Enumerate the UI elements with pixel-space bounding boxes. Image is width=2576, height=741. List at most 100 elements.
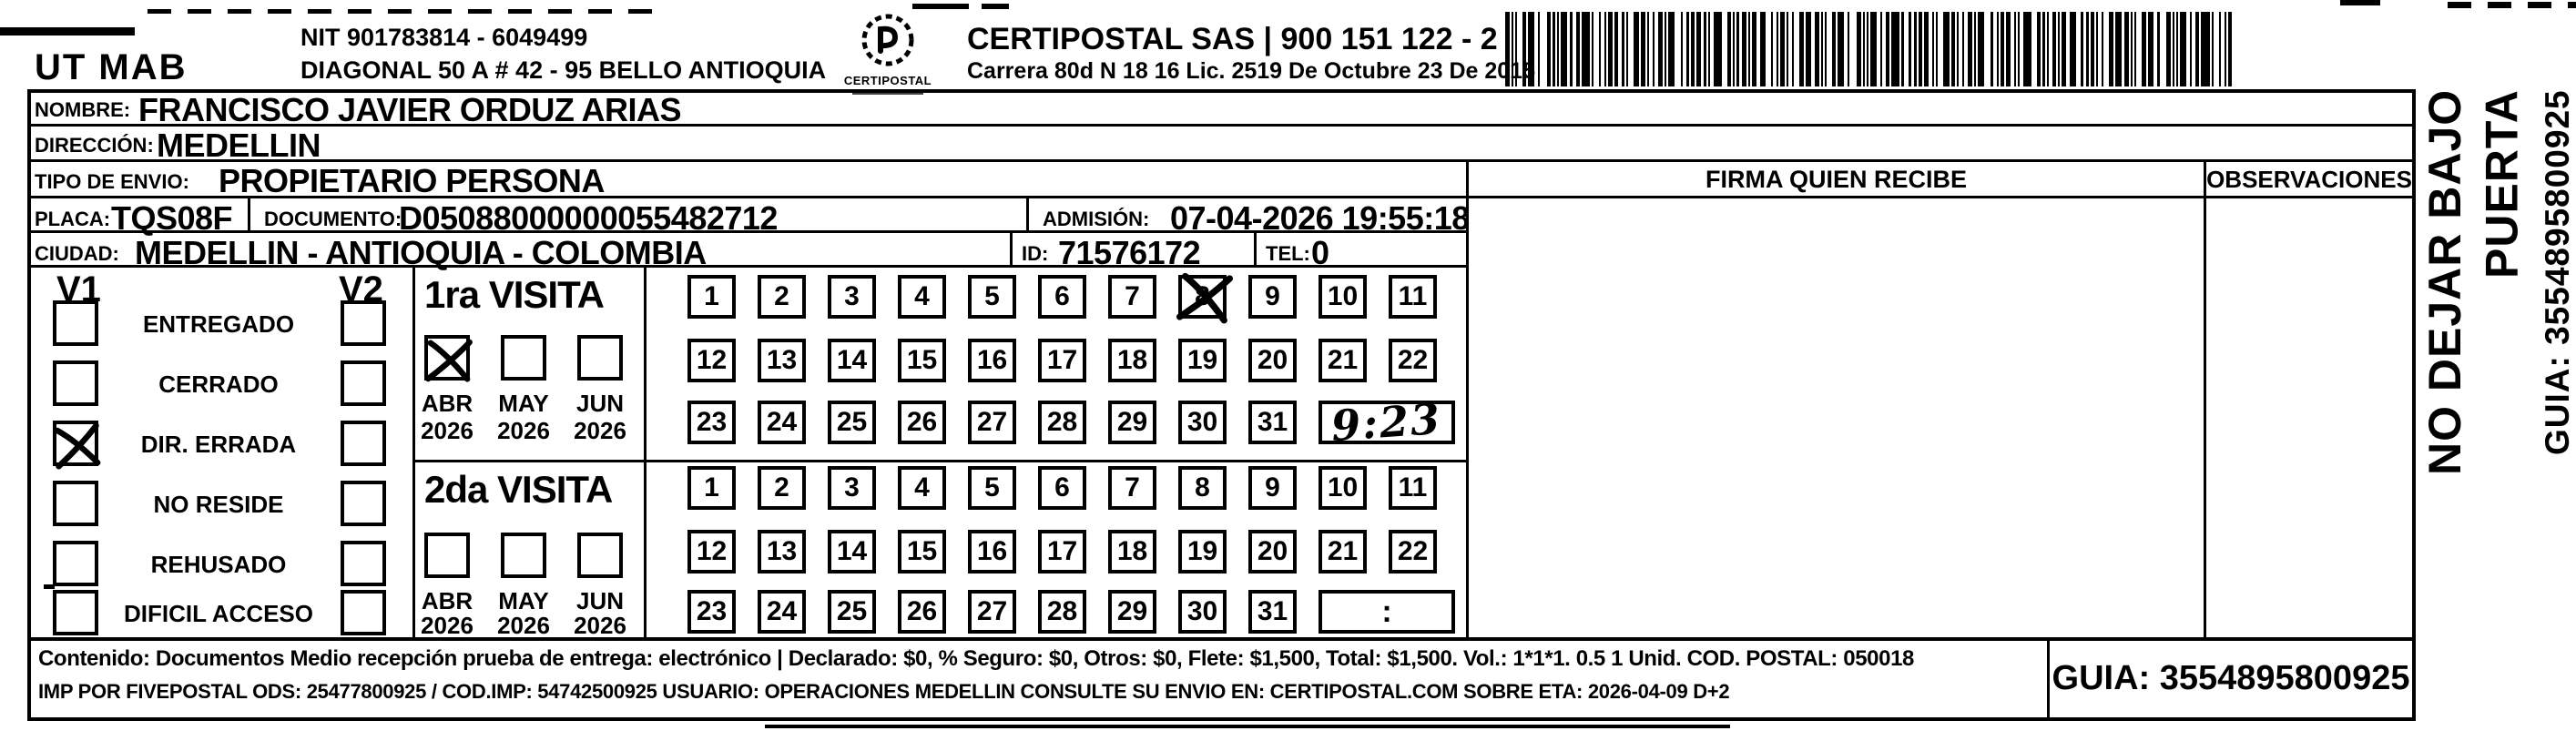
visit-2-day-cell-15[interactable]: 15 xyxy=(898,530,946,574)
visit-1-day-cell-17[interactable]: 17 xyxy=(1038,339,1086,382)
visit-1-day-cell-28[interactable]: 28 xyxy=(1038,401,1086,444)
status-label-cerrado: CERRADO xyxy=(158,370,279,398)
visit-1-day-cell-8[interactable]: 8 xyxy=(1176,272,1234,324)
visit-2-day-cell-2[interactable]: 2 xyxy=(758,466,806,510)
barcode-bar xyxy=(1726,12,1732,86)
visit-2-day-cell-26[interactable]: 26 xyxy=(898,590,946,634)
visit-2-day-cell-18[interactable]: 18 xyxy=(1108,530,1156,574)
visit-2-day-cell-17[interactable]: 17 xyxy=(1038,530,1086,574)
barcode-bar xyxy=(1614,12,1619,86)
barcode-bar xyxy=(2175,12,2179,86)
visit-2-day-cell-6[interactable]: 6 xyxy=(1038,466,1086,510)
visit-2-day-cell-8[interactable]: 8 xyxy=(1178,466,1227,510)
firma-signature-area[interactable] xyxy=(1469,198,2204,637)
visit-1-day-cell-29[interactable]: 29 xyxy=(1108,401,1156,444)
visit-1-month-label: ABR xyxy=(421,390,473,417)
visit-2-day-cell-29[interactable]: 29 xyxy=(1108,590,1156,634)
visit-2-day-cell-5[interactable]: 5 xyxy=(968,466,1016,510)
visit-1-day-cell-27[interactable]: 27 xyxy=(968,401,1016,444)
visit-2-day-cell-12[interactable]: 12 xyxy=(687,530,736,574)
visit-1-day-cell-3[interactable]: 3 xyxy=(828,275,876,319)
visit-1-day-cell-4[interactable]: 4 xyxy=(898,275,946,319)
visit-2-day-cell-14[interactable]: 14 xyxy=(828,530,876,574)
barcode-bar xyxy=(1879,12,1882,86)
barcode-bar xyxy=(1696,12,1701,86)
barcode-bar xyxy=(1799,12,1804,86)
visit-2-day-cell-13[interactable]: 13 xyxy=(758,530,806,574)
visit-1-day-cell-9[interactable]: 9 xyxy=(1248,275,1297,319)
visit-2-day-cell-28[interactable]: 28 xyxy=(1038,590,1086,634)
v1-checkbox-entregado[interactable] xyxy=(53,300,98,346)
visit-2-day-cell-3[interactable]: 3 xyxy=(828,466,876,510)
visit-1-day-cell-20[interactable]: 20 xyxy=(1248,339,1297,382)
visit-2-month-checkbox-abr[interactable] xyxy=(424,533,470,578)
visit-1-month-checkbox-jun[interactable] xyxy=(577,335,623,381)
visit-2-day-cell-11[interactable]: 11 xyxy=(1389,466,1437,510)
visit-2-day-cell-31[interactable]: 31 xyxy=(1248,590,1297,634)
visit-1-day-cell-25[interactable]: 25 xyxy=(828,401,876,444)
visit-2-month-checkbox-jun[interactable] xyxy=(577,533,623,578)
visit-2-day-cell-30[interactable]: 30 xyxy=(1178,590,1227,634)
visit-1-day-cell-26[interactable]: 26 xyxy=(898,401,946,444)
visit-2-day-cell-25[interactable]: 25 xyxy=(828,590,876,634)
visit-1-day-cell-21[interactable]: 21 xyxy=(1319,339,1367,382)
v1-checkbox-dir-errada[interactable] xyxy=(53,421,101,470)
visit-1-day-cell-31[interactable]: 31 xyxy=(1248,401,1297,444)
visit-2-day-cell-23[interactable]: 23 xyxy=(687,590,736,634)
visit-1-day-cell-30[interactable]: 30 xyxy=(1178,401,1227,444)
v2-checkbox-rehusado[interactable] xyxy=(341,541,386,586)
visit-1-day-cell-24[interactable]: 24 xyxy=(758,401,806,444)
visit-1-month-checkbox-abr[interactable] xyxy=(424,335,473,382)
visit-2-day-cell-16[interactable]: 16 xyxy=(968,530,1016,574)
visit-2-day-cell-9[interactable]: 9 xyxy=(1248,466,1297,510)
v1-checkbox-dificil-acceso[interactable] xyxy=(53,590,98,635)
v1-checkbox-cerrado[interactable] xyxy=(53,360,98,406)
divider-line xyxy=(2047,637,2050,721)
visit-2-day-cell-20[interactable]: 20 xyxy=(1248,530,1297,574)
divider-line xyxy=(27,159,2416,162)
visit-1-day-cell-6[interactable]: 6 xyxy=(1038,275,1086,319)
visit-2-day-cell-10[interactable]: 10 xyxy=(1319,466,1367,510)
visit-2-day-cell-27[interactable]: 27 xyxy=(968,590,1016,634)
barcode-bar xyxy=(1777,12,1779,86)
visit-2-month-checkbox-may[interactable] xyxy=(501,533,546,578)
visit-1-day-cell-16[interactable]: 16 xyxy=(968,339,1016,382)
v2-checkbox-cerrado[interactable] xyxy=(341,360,386,406)
visit-1-time-cell[interactable]: 9:23 xyxy=(1319,394,1455,451)
scan-mark xyxy=(982,4,1009,9)
visit-1-day-cell-15[interactable]: 15 xyxy=(898,339,946,382)
visit-2-day-cell-19[interactable]: 19 xyxy=(1178,530,1227,574)
visit-2-day-cell-24[interactable]: 24 xyxy=(758,590,806,634)
visit-1-day-cell-19[interactable]: 19 xyxy=(1178,339,1227,382)
observaciones-area[interactable] xyxy=(2206,198,2412,637)
v1-checkbox-no-reside[interactable] xyxy=(53,481,98,526)
barcode-bar xyxy=(2194,12,2200,86)
barcode-bar xyxy=(2180,12,2186,86)
visit-1-month-checkbox-may[interactable] xyxy=(501,335,546,381)
visit-1-day-cell-2[interactable]: 2 xyxy=(758,275,806,319)
v2-checkbox-entregado[interactable] xyxy=(341,300,386,346)
visit-1-day-cell-12[interactable]: 12 xyxy=(687,339,736,382)
v1-checkbox-rehusado[interactable] xyxy=(53,541,98,586)
v2-checkbox-dir-errada[interactable] xyxy=(341,421,386,466)
v2-checkbox-no-reside[interactable] xyxy=(341,481,386,526)
visit-1-day-cell-7[interactable]: 7 xyxy=(1108,275,1156,319)
visit-1-day-cell-18[interactable]: 18 xyxy=(1108,339,1156,382)
visit-1-day-cell-14[interactable]: 14 xyxy=(828,339,876,382)
visit-1-day-cell-5[interactable]: 5 xyxy=(968,275,1016,319)
visit-1-day-cell-23[interactable]: 23 xyxy=(687,401,736,444)
visit-1-day-cell-10[interactable]: 10 xyxy=(1319,275,1367,319)
visit-2-time-cell[interactable]: : xyxy=(1319,590,1455,634)
barcode-bar xyxy=(1914,12,1917,86)
scan-mark xyxy=(912,4,969,9)
visit-1-day-cell-22[interactable]: 22 xyxy=(1389,339,1437,382)
visit-2-day-cell-21[interactable]: 21 xyxy=(1319,530,1367,574)
visit-1-day-cell-13[interactable]: 13 xyxy=(758,339,806,382)
visit-2-day-cell-4[interactable]: 4 xyxy=(898,466,946,510)
visit-2-day-cell-1[interactable]: 1 xyxy=(687,466,736,510)
visit-1-day-cell-1[interactable]: 1 xyxy=(687,275,736,319)
visit-1-day-cell-11[interactable]: 11 xyxy=(1389,275,1437,319)
v2-checkbox-dificil-acceso[interactable] xyxy=(341,590,386,635)
visit-2-day-cell-7[interactable]: 7 xyxy=(1108,466,1156,510)
visit-2-day-cell-22[interactable]: 22 xyxy=(1389,530,1437,574)
